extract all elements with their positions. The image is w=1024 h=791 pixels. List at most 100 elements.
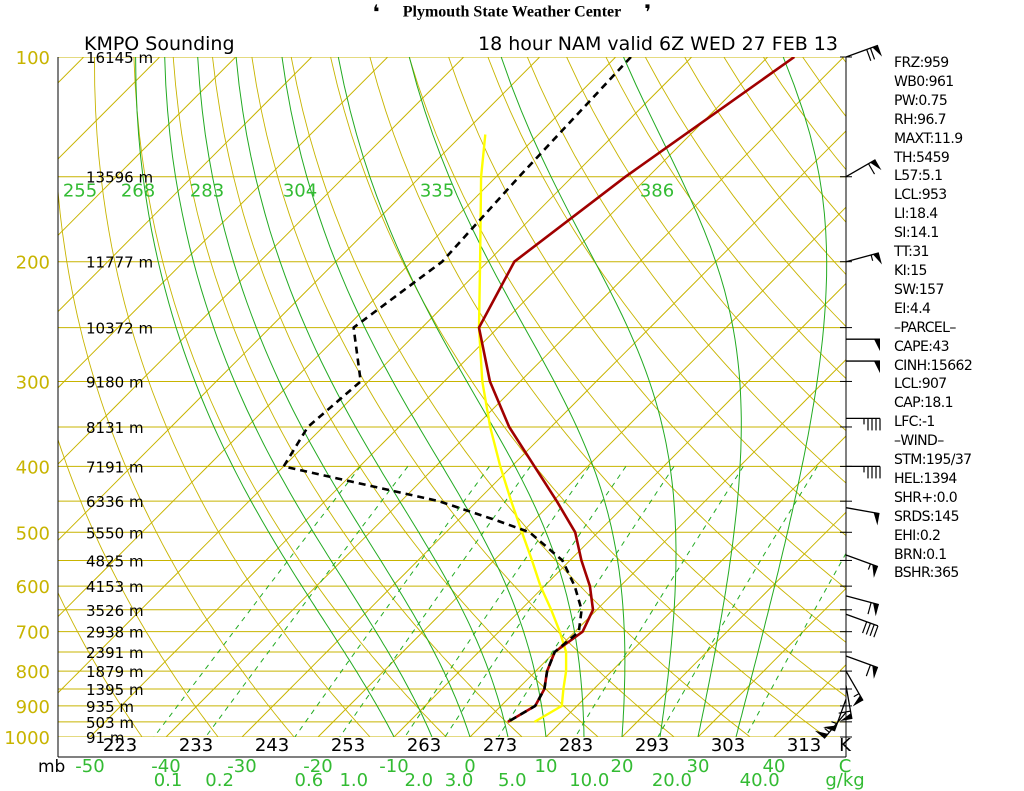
index-item: LCL:953 xyxy=(894,187,947,204)
wind-barb-half-flag xyxy=(870,254,874,261)
chart-title: KMPO Sounding xyxy=(84,33,235,55)
moist-adiabat-line xyxy=(235,57,509,737)
pressure-tick-label: 500 xyxy=(16,523,50,544)
wind-barb-flag xyxy=(862,621,868,634)
wind-barb-pennant xyxy=(852,695,863,707)
pressure-tick-label: 700 xyxy=(16,623,50,644)
kelvin-label: 233 xyxy=(179,735,213,756)
index-item: SHR+:0.0 xyxy=(894,489,958,506)
wind-barb xyxy=(845,44,883,61)
kelvin-label: 273 xyxy=(483,735,517,756)
temperature-tick-label: -30 xyxy=(227,756,256,777)
height-label: 2391 m xyxy=(86,644,144,662)
temperature-unit-label: C xyxy=(839,756,852,777)
theta-e-label: 255 xyxy=(63,181,97,202)
kelvin-label: 243 xyxy=(255,735,289,756)
mixing-ratio-unit: g/kg xyxy=(825,770,864,791)
index-item: RH:96.7 xyxy=(894,111,947,128)
wind-barb xyxy=(846,360,880,374)
stability-indices-panel: FRZ:959 WB0:961 PW:0.75 RH:96.7 MAXT:11.9 TH:… xyxy=(894,54,973,583)
parcel-series-line xyxy=(477,134,568,723)
mixing-ratio-line xyxy=(745,552,846,737)
wind-barb-flag xyxy=(869,47,876,60)
dry-adiabat-line xyxy=(369,57,846,698)
mixing-ratio-label: 0.2 xyxy=(205,770,234,791)
height-label: 16145 m xyxy=(86,49,153,67)
kelvin-label: 313 xyxy=(787,735,821,756)
wind-barb-staff xyxy=(845,507,880,515)
wind-barb xyxy=(845,670,864,707)
isotherm-line xyxy=(0,57,8,737)
index-item: LFC:-1 xyxy=(894,414,935,431)
moist-adiabat-line xyxy=(281,57,547,737)
pressure-tick-label: 800 xyxy=(16,662,50,683)
index-item: BSHR:365 xyxy=(894,565,959,582)
pressure-tick-label: 300 xyxy=(16,372,50,393)
mixing-ratio-label: 5.0 xyxy=(498,770,527,791)
wind-barb xyxy=(845,159,882,178)
height-label: 4825 m xyxy=(86,552,144,570)
wind-barb-flag xyxy=(873,625,879,638)
kelvin-label: 293 xyxy=(635,735,669,756)
isotherm-line xyxy=(773,664,846,737)
mixing-ratio-label: 3.0 xyxy=(445,770,474,791)
index-item: –PARCEL– xyxy=(894,319,956,336)
flag-left-icon: ❛ xyxy=(372,0,380,24)
isotherm-line xyxy=(469,358,846,737)
wind-barb-pennant xyxy=(873,512,880,526)
height-label: 2938 m xyxy=(86,624,144,642)
isotherm-line xyxy=(89,57,769,737)
isotherm-line xyxy=(697,587,846,737)
height-label: 10372 m xyxy=(86,320,153,338)
dry-adiabat-line xyxy=(999,57,1024,737)
moist-adiabat-line xyxy=(135,57,395,737)
wind-barb-staff xyxy=(845,595,880,606)
wind-barb-pennant xyxy=(840,713,852,722)
wind-barb xyxy=(845,554,879,578)
kelvin-label: 303 xyxy=(711,735,745,756)
dry-adiabat-line xyxy=(684,57,846,276)
wind-barb-staff xyxy=(845,613,879,627)
height-label: 503 m xyxy=(86,714,134,732)
pressure-tick-label: 600 xyxy=(16,577,50,598)
temperature-tick-label: -20 xyxy=(303,756,332,777)
wind-barb-pennant xyxy=(872,665,878,679)
wind-barb-flag xyxy=(867,163,876,175)
temperature-series-line xyxy=(477,57,796,724)
temperature-tick-label: 20 xyxy=(611,756,634,777)
pressure-tick-label: 1000 xyxy=(4,728,50,749)
pressure-tick-label: 900 xyxy=(16,697,50,718)
isotherm-line xyxy=(58,57,693,694)
dry-adiabat-line xyxy=(251,57,675,737)
isotherm-line xyxy=(58,57,617,618)
wind-barb-pennant xyxy=(872,45,883,57)
isotherm-line xyxy=(545,435,846,737)
mixing-ratio-line xyxy=(153,466,361,737)
mixing-ratio-label: 0.6 xyxy=(295,770,324,791)
height-label: 11777 m xyxy=(86,254,153,272)
mixing-ratio-label: 40.0 xyxy=(740,770,780,791)
dry-adiabat-line xyxy=(172,57,523,737)
height-label: 5550 m xyxy=(86,524,144,542)
theta-e-label: 304 xyxy=(283,181,317,202)
pressure-tick-label: 200 xyxy=(16,253,50,274)
mixing-ratio-label: 20.0 xyxy=(652,770,692,791)
wind-barb-pennant xyxy=(874,361,880,374)
temperature-tick-label: -10 xyxy=(379,756,408,777)
index-item: SW:157 xyxy=(894,281,944,298)
index-item: SI:14.1 xyxy=(894,225,939,242)
isotherm-line xyxy=(621,511,846,737)
isotherm-line xyxy=(393,282,846,737)
mixing-ratio-label: 0.1 xyxy=(154,770,183,791)
moist-adiabat-line xyxy=(500,57,677,737)
height-label: 1879 m xyxy=(86,663,144,681)
wind-barb-staff xyxy=(845,685,853,720)
dry-adiabat-line xyxy=(605,57,846,380)
wind-barb xyxy=(845,613,879,638)
height-label: 9180 m xyxy=(86,373,144,391)
mixing-ratio-line xyxy=(404,466,590,737)
chart-subtitle: 18 hour NAM valid 6Z WED 27 FEB 13 xyxy=(478,33,838,55)
index-item: LI:18.4 xyxy=(894,206,938,223)
chart-header: ❛ Plymouth State Weather Center ❜ xyxy=(0,0,1024,26)
